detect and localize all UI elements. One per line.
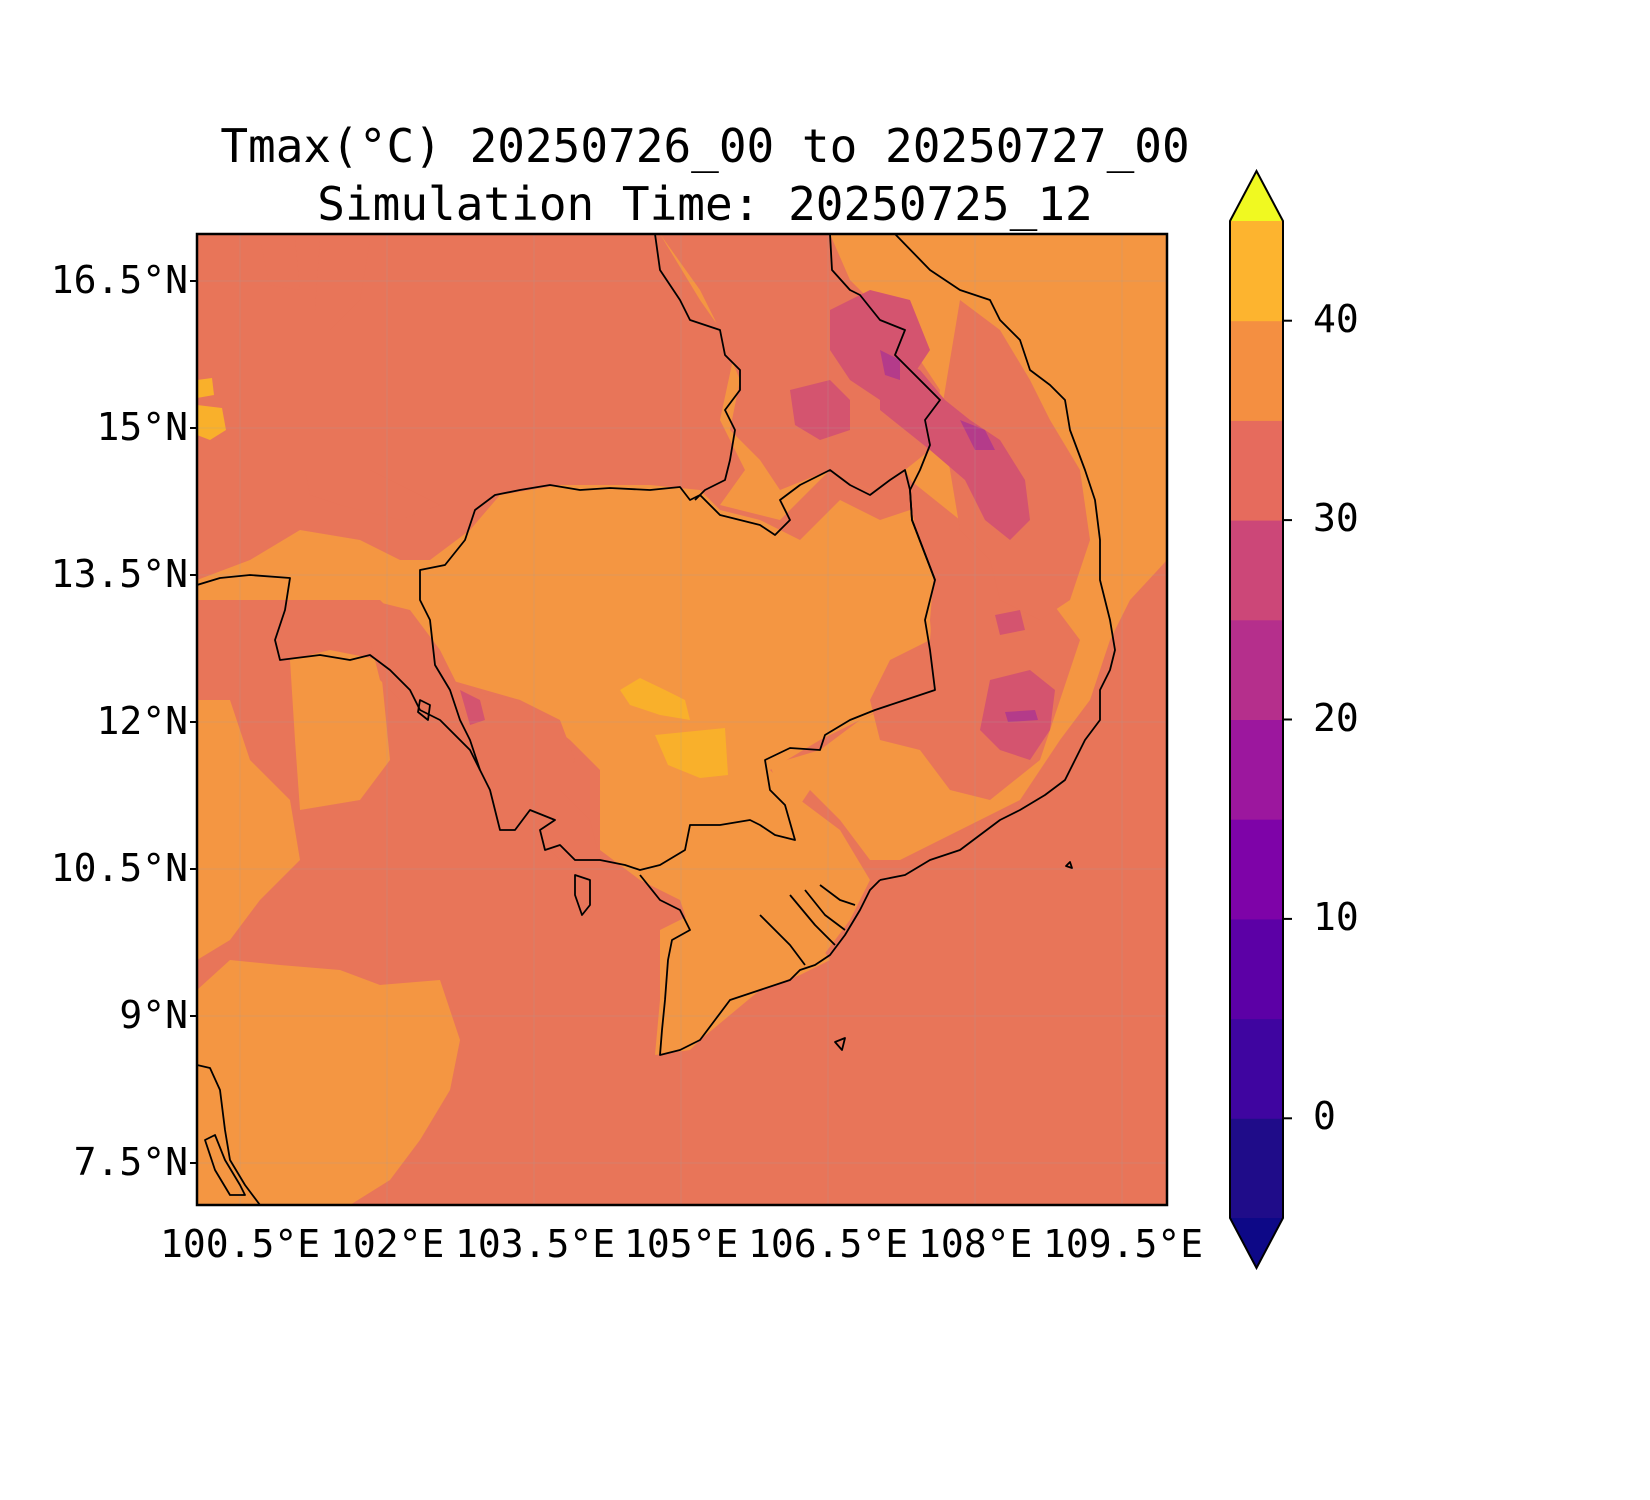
colorbar-segment (1230, 719, 1283, 820)
lat-tick-label: 13.5°N (50, 552, 188, 596)
temperature-field (197, 234, 1167, 1205)
colorbar-segment (1230, 918, 1283, 1020)
field-band-25-30-east-coast (940, 300, 1090, 620)
colorbar-tick-label: 30 (1313, 496, 1359, 541)
island-kra (204, 1134, 246, 1196)
chart-title: Tmax(°C) 20250726_00 to 20250727_00 (220, 119, 1190, 173)
field-band-35-40-west-edge-1 (197, 378, 214, 398)
coast-vietnam-east (879, 234, 1116, 881)
map-tick-marks (190, 280, 197, 1164)
colorbar (1229, 168, 1292, 1271)
coast-thailand-east (197, 574, 481, 771)
border-cambodia (419, 469, 936, 871)
border-laos-vietnam (829, 234, 941, 581)
island-gulf-small (1065, 861, 1073, 869)
lat-tick-label: 16.5°N (50, 258, 188, 302)
field-band-30-35-gulf-west (290, 650, 390, 810)
field-band-35-40-south (655, 728, 728, 778)
field-band-30-35-ne-coast (900, 234, 1167, 600)
colorbar-segment (1230, 221, 1283, 322)
field-band-20-25-cardamom (460, 690, 485, 725)
coast-mekong-delta (639, 874, 881, 1056)
lat-tick-label: 15°N (96, 405, 188, 449)
field-band-35-40-west-edge-2 (197, 405, 226, 440)
field-band-20-25-annamite-mid (880, 350, 1030, 540)
field-band-35-40-tonlesap (620, 678, 690, 720)
field-band-15-20-dalat (1005, 710, 1038, 722)
lon-tick-label: 103.5°E (455, 1222, 616, 1266)
lon-tick-label: 102°E (330, 1222, 445, 1266)
lat-tick-label: 9°N (119, 993, 188, 1037)
field-band-30-35-south-west (197, 960, 460, 1205)
chart-subtitle: Simulation Time: 20250725_12 (317, 177, 1093, 231)
field-band-15-20-mid (960, 420, 995, 450)
colorbar-tick-label: 0 (1313, 1094, 1336, 1139)
map-frame (195, 232, 1169, 1207)
map-gridlines (197, 234, 1167, 1205)
field-band-25-30-mid-blob (305, 470, 440, 520)
island-koh-kong (417, 699, 431, 721)
country-borders-and-coastline (197, 234, 1116, 1205)
field-band-30-35-delta (655, 900, 830, 1055)
delta-branch-2 (789, 894, 836, 946)
colorbar-under-extension (1230, 1218, 1283, 1268)
field-band-25-30-north-strip (260, 240, 300, 290)
colorbar-outline (1229, 168, 1284, 1271)
border-thai-laos (654, 234, 741, 501)
field-band-30-35-west-strip (197, 700, 300, 960)
lon-tick-label: 108°E (918, 1222, 1033, 1266)
delta-branch-1 (759, 914, 806, 966)
island-phu-quoc (574, 874, 591, 916)
lon-tick-label: 100.5°E (160, 1222, 321, 1266)
lon-tick-label: 109.5°E (1043, 1222, 1204, 1266)
delta-branch-3 (804, 889, 846, 931)
colorbar-segment (1230, 320, 1283, 421)
colorbar-segment (1230, 1018, 1283, 1119)
lat-tick-label: 10.5°N (50, 846, 188, 890)
field-band-20-25-laos-blob (790, 380, 850, 440)
colorbar-over-extension (1230, 171, 1283, 221)
colorbar-tick-label: 10 (1313, 894, 1359, 939)
delta-branch-4 (819, 884, 856, 906)
lon-tick-label: 106.5°E (748, 1222, 909, 1266)
colorbar-segment (1230, 1118, 1283, 1219)
lat-tick-label: 7.5°N (73, 1140, 188, 1184)
lat-tick-label: 12°N (96, 699, 188, 743)
colorbar-tick-label: 20 (1313, 695, 1359, 740)
field-band-25-30-north-blob (315, 240, 370, 330)
colorbar-segment (1230, 520, 1283, 621)
field-band-25-30-tonle-west (370, 600, 600, 860)
field-band-25-30-northeast (660, 234, 940, 490)
field-band-15-20-north (880, 350, 900, 380)
colorbar-segment (1230, 619, 1283, 720)
colorbar-tick-label: 40 (1313, 296, 1359, 341)
island-con-dao (834, 1037, 846, 1051)
field-band-20-25-east-blob (995, 610, 1025, 635)
coast-malay-peninsula (197, 1064, 261, 1205)
lon-tick-label: 105°E (624, 1222, 739, 1266)
colorbar-segment (1230, 819, 1283, 920)
colorbar-segment (1230, 420, 1283, 521)
field-band-30-35-central (197, 234, 935, 1050)
